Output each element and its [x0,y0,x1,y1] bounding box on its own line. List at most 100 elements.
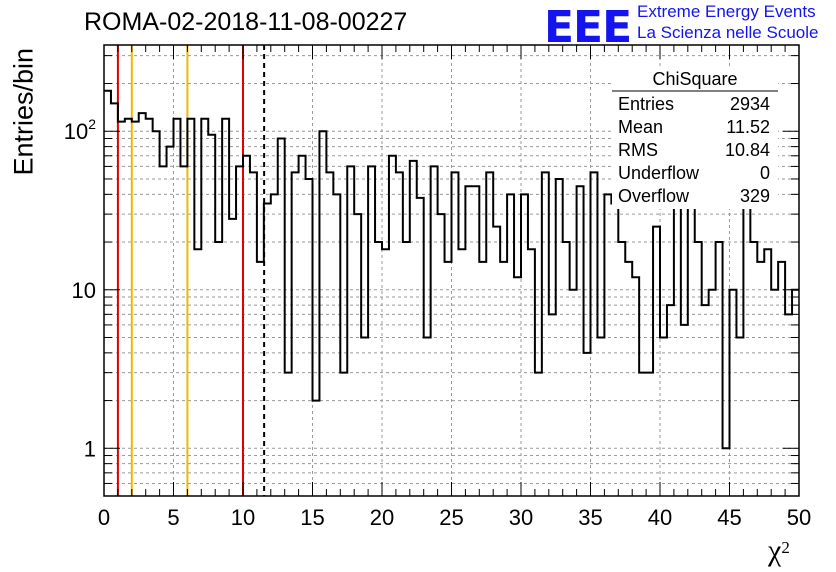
histogram-bin [347,166,354,496]
histogram-bin [264,204,271,496]
histogram-bin [757,262,764,496]
histogram-bin [326,172,333,496]
histogram-bin [313,401,320,496]
y-tick-label: 1 [84,436,96,461]
stats-row-label: RMS [618,140,658,160]
histogram-bin [486,172,493,496]
histogram-bin [417,198,424,496]
histogram-bin [674,194,681,496]
x-axis-label-superscript: 2 [781,538,790,557]
histogram-bin [201,119,208,496]
histogram-bin [709,290,716,496]
x-axis-label-main: χ [768,534,782,567]
histogram-bin [146,119,153,496]
histogram-bin [702,305,709,496]
histogram-bin [639,373,646,496]
histogram-bin [743,204,750,496]
histogram-bin [736,337,743,496]
histogram-bin [465,186,472,496]
x-tick-label: 35 [578,505,602,530]
histogram-bin [556,179,563,496]
histogram-bin [695,242,702,496]
stats-row-value: 11.52 [726,117,770,137]
x-tick-label: 20 [370,505,394,530]
histogram-bin [452,172,459,496]
histogram-bin [542,172,549,496]
histogram-bin [535,373,542,496]
histogram-bin [285,373,292,496]
x-tick-label: 25 [439,505,463,530]
histogram-bin [424,337,431,496]
histogram-bin [361,337,368,496]
histogram-bin [250,172,257,496]
histogram-bin [591,172,598,496]
histogram-bin [292,172,299,496]
histogram-bin [730,290,737,496]
histogram-bin [771,290,778,496]
histogram-bin [611,204,618,496]
histogram-bin [500,262,507,496]
histogram-bin [632,277,639,496]
histogram-bin [563,242,570,496]
histogram-bin [375,242,382,496]
histogram-bin [271,194,278,496]
histogram-bin [236,166,243,496]
histogram-bin [479,262,486,496]
histogram-bin [354,214,361,496]
histogram-bin [646,373,653,496]
stats-row-value: 2934 [730,94,770,114]
histogram-bin [493,227,500,496]
histogram-bin [528,249,535,496]
chart-title: ROMA-02-2018-11-08-00227 [84,8,408,36]
histogram-bin [132,122,139,496]
x-tick-label: 40 [648,505,672,530]
histogram-series [104,89,799,450]
histogram-bin [597,337,604,496]
logo-caption-line1: Extreme Energy Events [637,2,816,21]
x-tick-label: 0 [98,505,110,530]
histogram-bin [750,242,757,496]
histogram-bin [792,290,799,496]
histogram-bin [229,219,236,496]
histogram-bin [660,337,667,496]
x-tick-label: 30 [509,505,533,530]
histogram-bin [764,249,771,496]
histogram-bin [208,135,215,496]
histogram-bin [604,194,611,496]
histogram-bin [688,204,695,496]
histogram-bin [410,161,417,496]
histogram-bin [785,314,792,496]
x-tick-label: 10 [231,505,255,530]
histogram-bin [306,179,313,496]
x-tick-label: 5 [167,505,179,530]
histogram-bin [549,314,556,496]
x-tick-label: 15 [300,505,324,530]
histogram-bin [723,448,730,496]
histogram-bin [458,249,465,496]
histogram-bin [340,373,347,496]
histogram-bin [584,353,591,496]
histogram-bin [445,262,452,496]
histogram-bin [222,119,229,496]
stats-row-label: Entries [618,94,674,114]
histogram-bin [333,194,340,496]
stats-row-value: 329 [740,186,770,206]
histogram-bin [319,131,326,496]
histogram-bin [618,242,625,496]
histogram-bin [194,249,201,496]
stats-box [612,66,778,209]
histogram-bin [153,131,160,496]
stats-row-label: Mean [618,117,663,137]
histogram-bin [403,242,410,496]
histogram-bin [125,119,132,496]
histogram-bin [187,119,194,496]
histogram-bin [243,156,250,496]
histogram-bin [111,103,118,496]
histogram-bin [167,147,174,496]
logo-caption-line2: La Scienza nelle Scuole [637,23,819,42]
histogram-bin [180,166,187,496]
histogram-bin [681,325,688,496]
histogram-bin [382,249,389,496]
histogram-bin [716,242,723,496]
